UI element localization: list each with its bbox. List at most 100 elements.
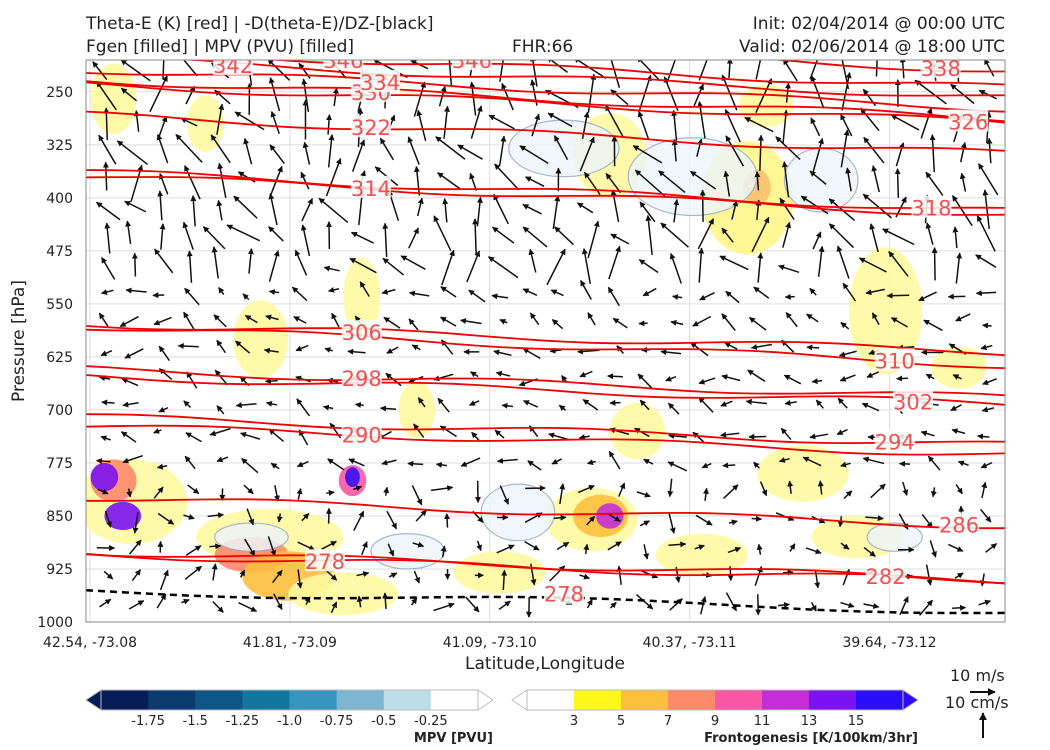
wind-vector (724, 109, 741, 143)
wind-vector (380, 405, 397, 412)
wind-vector (293, 316, 307, 324)
wind-vector (240, 431, 261, 440)
wind-vector (695, 514, 713, 526)
theta-e-label-bg (213, 60, 254, 75)
wind-vector (301, 197, 314, 222)
wind-vector (753, 461, 760, 469)
wind-vector (980, 344, 993, 351)
y-tick-label: 775 (46, 456, 73, 472)
valid-time: Valid: 02/06/2014 @ 18:00 UTC (739, 37, 1005, 57)
wind-vector (809, 60, 821, 80)
wind-vector (899, 596, 909, 616)
wind-vector (216, 103, 225, 135)
wind-vector (919, 599, 934, 616)
wind-vector (522, 288, 538, 296)
wind-vector (265, 314, 279, 321)
wind-vector (522, 400, 539, 408)
wind-vector (870, 483, 886, 499)
wind-vector (927, 455, 941, 471)
mpv-colorbar-label: MPV [PVU] (414, 731, 493, 746)
mpv-contour (480, 483, 556, 542)
wind-vector (268, 250, 280, 282)
frontogenesis-colorbar: 3 5 7 9 11 13 15 (511, 689, 919, 729)
wind-vector (185, 545, 202, 556)
colorbar-segment (101, 690, 149, 710)
wind-vector (351, 139, 366, 172)
fgen-colorbar-label: Frontogenesis [K/100km/3hr] (704, 731, 918, 746)
wind-vector (184, 565, 202, 580)
wind-vector (300, 224, 311, 257)
wind-vector (548, 432, 569, 441)
wind-vector (929, 134, 936, 173)
wind-vector (440, 545, 447, 558)
wind-vector (862, 456, 885, 465)
wind-vector (669, 252, 683, 284)
wind-vector (413, 423, 425, 438)
wind-vector (101, 289, 114, 295)
wind-vector (437, 172, 462, 191)
wind-vector (724, 342, 738, 350)
theta-e-label-bg (893, 389, 934, 412)
wind-vector (753, 286, 770, 299)
wind-vector (494, 163, 520, 191)
wind-vector (441, 249, 455, 286)
wind-vector (531, 113, 541, 137)
wind-vector (721, 227, 734, 243)
wind-vector (783, 60, 798, 82)
wind-vector (411, 485, 423, 506)
forecast-hour: FHR:66 (512, 37, 574, 57)
wind-vector (840, 113, 853, 137)
theta-e-contour (86, 374, 1005, 406)
wind-vector (639, 520, 650, 527)
wind-vector (272, 569, 283, 584)
wind-vector (587, 312, 596, 326)
title-line-1: Theta-E (K) [red] | -D(theta-E)/DZ-[blac… (86, 14, 434, 34)
wind-vector (153, 316, 172, 326)
wind-vector (840, 321, 850, 330)
wind-vector (522, 226, 548, 248)
wind-vector (496, 544, 515, 554)
wind-vector (778, 264, 800, 274)
wind-vector (157, 512, 175, 525)
wind-vector (858, 257, 887, 273)
x-tick-label: 40.37, -73.11 (643, 635, 737, 651)
wind-vector (669, 598, 683, 611)
wind-vector (957, 460, 969, 467)
wind-vector (296, 487, 303, 500)
wind-vector (836, 428, 848, 436)
wind-vector (99, 598, 112, 608)
wind-vector (667, 461, 688, 472)
wind-vector (270, 462, 280, 470)
theta-e-label-bg (911, 195, 952, 218)
wind-vector (100, 435, 112, 442)
wind-vector (719, 255, 749, 271)
wind-vector (702, 487, 709, 501)
vector-key-horizontal: 10 m/s (950, 666, 1005, 685)
wind-vector (439, 425, 457, 438)
wind-vector (645, 214, 653, 256)
theta-e-label: 302 (893, 390, 933, 414)
wind-vector (211, 563, 218, 581)
colorbar-segment (336, 690, 385, 710)
wind-vector (443, 105, 450, 139)
wind-vector (325, 158, 342, 197)
wind-vector (782, 109, 789, 144)
wind-vector (379, 137, 395, 161)
wind-vector (233, 195, 258, 219)
theta-e-contour (86, 413, 1005, 445)
wind-vector (744, 116, 774, 133)
wind-vector (412, 541, 425, 548)
wind-vector (183, 311, 196, 332)
wind-vector (838, 350, 857, 358)
wind-vector (667, 402, 680, 415)
colorbar-tick: 9 (711, 714, 719, 729)
wind-vector (295, 344, 309, 352)
wind-vector (839, 374, 856, 382)
wind-vector (696, 138, 703, 157)
wind-vector (871, 312, 880, 325)
colorbar-segment (621, 690, 669, 710)
wind-vector (327, 134, 335, 168)
wind-vector (291, 286, 308, 302)
wind-vector (300, 171, 310, 190)
wind-vector (181, 598, 190, 605)
